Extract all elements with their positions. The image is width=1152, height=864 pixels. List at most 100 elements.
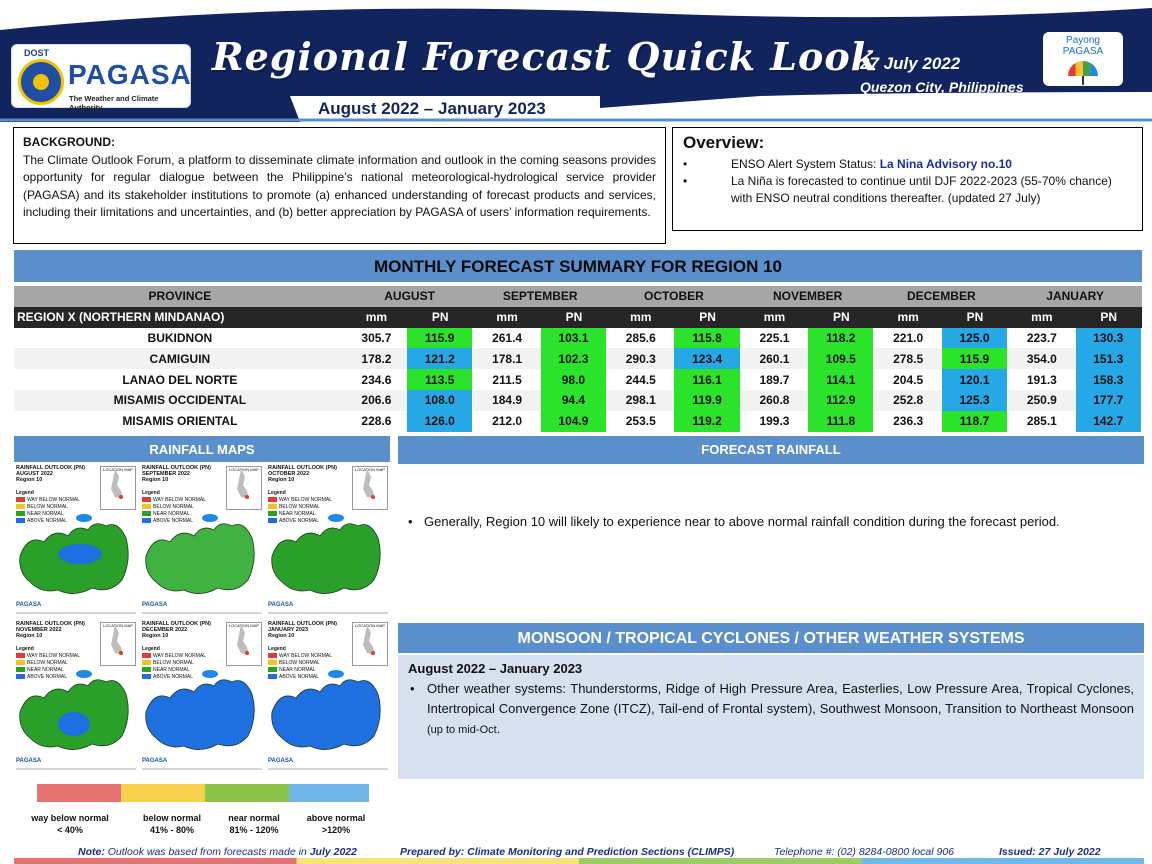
- footer-color-bar: [14, 858, 1144, 864]
- rainfall-pn: 119.9: [674, 389, 741, 411]
- rainfall-pn: 121.2: [407, 348, 474, 370]
- rainfall-pn: 113.5: [407, 369, 474, 390]
- region-map-shape: [16, 514, 136, 614]
- payong-pagasa-label: PAGASA: [1062, 46, 1104, 57]
- unit-pn: PN: [674, 306, 741, 328]
- rainfall-pn: 119.2: [674, 410, 741, 432]
- rainfall-pn: 102.3: [540, 348, 608, 370]
- header-banner: DOST PAGASA The Weather and Climate Auth…: [0, 0, 1152, 122]
- map-title: RAINFALL OUTLOOK (PN) NOVEMBER 2022 Region…: [16, 621, 85, 639]
- umbrella-icon: [1068, 61, 1098, 76]
- umbrella-handle-icon: [1082, 76, 1084, 85]
- rainfall-mm: 244.5: [625, 372, 656, 387]
- rainfall-pn: 158.3: [1075, 369, 1142, 390]
- footer-prepared: Prepared by: Climate Monitoring and Pred…: [400, 846, 735, 858]
- rainfall-mm: 199.3: [759, 414, 790, 429]
- monsoon-text: Other weather systems: Thunderstorms, Ri…: [408, 679, 1134, 740]
- month-header-row: PROVINCE AUGUST SEPTEMBER OCTOBER NOVEMBER DE…: [14, 286, 1142, 307]
- table-row: MISAMIS ORIENTAL 228.6 126.0 212.0 104.9 253.…: [14, 410, 1142, 432]
- map-footer-logo: PAGASA: [142, 758, 168, 764]
- rainfall-pn: 118.7: [941, 410, 1009, 432]
- overview-box: Overview: ENSO Alert System Status: La N…: [672, 127, 1143, 231]
- footer-note: Note: Outlook was based from forecasts m…: [78, 846, 357, 858]
- table-row: MISAMIS OCCIDENTAL 206.6 108.0 184.9 94.4 298…: [14, 389, 1142, 411]
- rainfall-mm: 285.1: [1026, 414, 1057, 429]
- rainfall-maps-grid: RAINFALL OUTLOOK (PN) AUGUST 2022 Region 1…: [14, 464, 390, 784]
- enso-status: La Nina Advisory no.10: [879, 157, 1012, 171]
- month-header: DECEMBER: [874, 286, 1009, 307]
- region-map-shape: [142, 670, 262, 770]
- background-text: The Climate Outlook Forum, a platform to…: [23, 152, 656, 220]
- unit-pn: PN: [808, 306, 875, 328]
- forecast-period: August 2022 – January 2023: [318, 99, 546, 118]
- monsoon-systems: Other weather systems: Thunderstorms, Ri…: [427, 681, 1134, 716]
- rainfall-mm: 189.7: [759, 372, 790, 387]
- rainfall-pn: 151.3: [1075, 348, 1142, 370]
- rainfall-mm: 223.7: [1026, 330, 1057, 345]
- rainfall-map: RAINFALL OUTLOOK (PN) OCTOBER 2022 Region …: [266, 464, 390, 616]
- rainfall-mm: 298.1: [607, 389, 675, 411]
- region-label: REGION X (NORTHERN MINDANAO): [14, 306, 346, 328]
- footer-note-text: Outlook was based from forecasts made in: [104, 846, 310, 858]
- rainfall-maps-heading: RAINFALL MAPS: [14, 436, 390, 462]
- overview-lanina-item: La Niña is forecasted to continue until …: [683, 173, 1132, 207]
- payong-label: Payong: [1066, 35, 1100, 46]
- rainfall-mm: 191.3: [1026, 372, 1057, 387]
- rainfall-pn: 125.0: [941, 327, 1009, 349]
- table-row: BUKIDNON 305.7 115.9 261.4 103.1 285.6 115.8 22…: [14, 327, 1142, 349]
- rainfall-mm: 184.9: [473, 389, 541, 411]
- month-header: SEPTEMBER: [473, 286, 608, 307]
- rainfall-pn: 109.5: [808, 348, 875, 370]
- unit-pn: PN: [1075, 306, 1142, 328]
- rainfall-pn: 103.1: [540, 327, 608, 349]
- rainfall-pn: 94.4: [540, 389, 608, 411]
- rainfall-mm: 260.8: [740, 389, 809, 411]
- map-footer-logo: PAGASA: [16, 758, 42, 764]
- monsoon-end: .: [496, 721, 501, 736]
- payong-pagasa-logo: Payong PAGASA: [1043, 32, 1123, 86]
- rainfall-pn: 108.0: [407, 389, 474, 411]
- province-name: LANAO DEL NORTE: [122, 372, 238, 387]
- rainfall-pn: 115.9: [941, 348, 1009, 370]
- rainfall-mm: 278.5: [874, 348, 942, 370]
- location-map-inset: LOCATION MAP: [352, 466, 388, 510]
- province-name: MISAMIS ORIENTAL: [122, 414, 238, 429]
- monsoon-period: August 2022 – January 2023: [408, 661, 583, 676]
- unit-mm: mm: [1008, 306, 1076, 328]
- rainfall-mm: 212.0: [492, 414, 523, 429]
- rainfall-pn: 130.3: [1075, 327, 1142, 349]
- footer-issued: Issued: 27 July 2022: [999, 846, 1101, 858]
- legend-swatch: [205, 784, 290, 802]
- map-legend: Legend WAY BELOW NORMAL BELOW NORMAL NEAR N…: [142, 646, 206, 680]
- location-map-inset: LOCATION MAP: [100, 466, 136, 510]
- rainfall-mm: 225.1: [759, 330, 790, 345]
- province-name: BUKIDNON: [147, 330, 213, 345]
- legend-label: near normal 81% - 120%: [228, 813, 280, 835]
- location-map-inset: LOCATION MAP: [100, 622, 136, 666]
- rainfall-pn: 123.4: [674, 348, 741, 370]
- rainfall-mm: 211.5: [492, 372, 522, 387]
- pagasa-logo: DOST PAGASA The Weather and Climate Auth…: [11, 44, 191, 112]
- overview-list: ENSO Alert System Status: La Nina Adviso…: [683, 156, 1132, 207]
- map-title: RAINFALL OUTLOOK (PN) AUGUST 2022 Region 1…: [16, 465, 85, 483]
- legend-swatch: [121, 784, 206, 802]
- table-row: LANAO DEL NORTE 234.6 113.5 211.5 98.0 244.5 1…: [14, 369, 1142, 390]
- forecast-summary-table: PROVINCE AUGUST SEPTEMBER OCTOBER NOVEMBER DE…: [14, 286, 1142, 432]
- region-row: REGION X (NORTHERN MINDANAO) mm PN mm PN mm PN…: [14, 306, 1142, 328]
- unit-pn: PN: [540, 306, 608, 328]
- forecast-rainfall-text: Generally, Region 10 will likely to expe…: [408, 512, 1134, 532]
- rainfall-pn: 112.9: [808, 389, 875, 411]
- agency-tagline: The Weather and Climate Authority: [69, 94, 159, 112]
- footer-telephone: Telephone #: (02) 8284-0800 local 906: [774, 846, 955, 858]
- rainfall-map: RAINFALL OUTLOOK (PN) SEPTEMBER 2022 Regio…: [140, 464, 264, 616]
- footer-note-label: Note:: [78, 846, 105, 858]
- legend-swatch: [37, 784, 122, 802]
- province-name: CAMIGUIN: [14, 348, 346, 370]
- map-title: RAINFALL OUTLOOK (PN) JANUARY 2023 Region …: [268, 621, 337, 639]
- province-name: MISAMIS OCCIDENTAL: [14, 389, 346, 411]
- rainfall-mm: 204.5: [893, 372, 924, 387]
- province-header: PROVINCE: [14, 286, 346, 307]
- rainfall-pn: 118.2: [808, 327, 875, 349]
- month-header: OCTOBER: [607, 286, 741, 307]
- unit-mm: mm: [345, 306, 408, 328]
